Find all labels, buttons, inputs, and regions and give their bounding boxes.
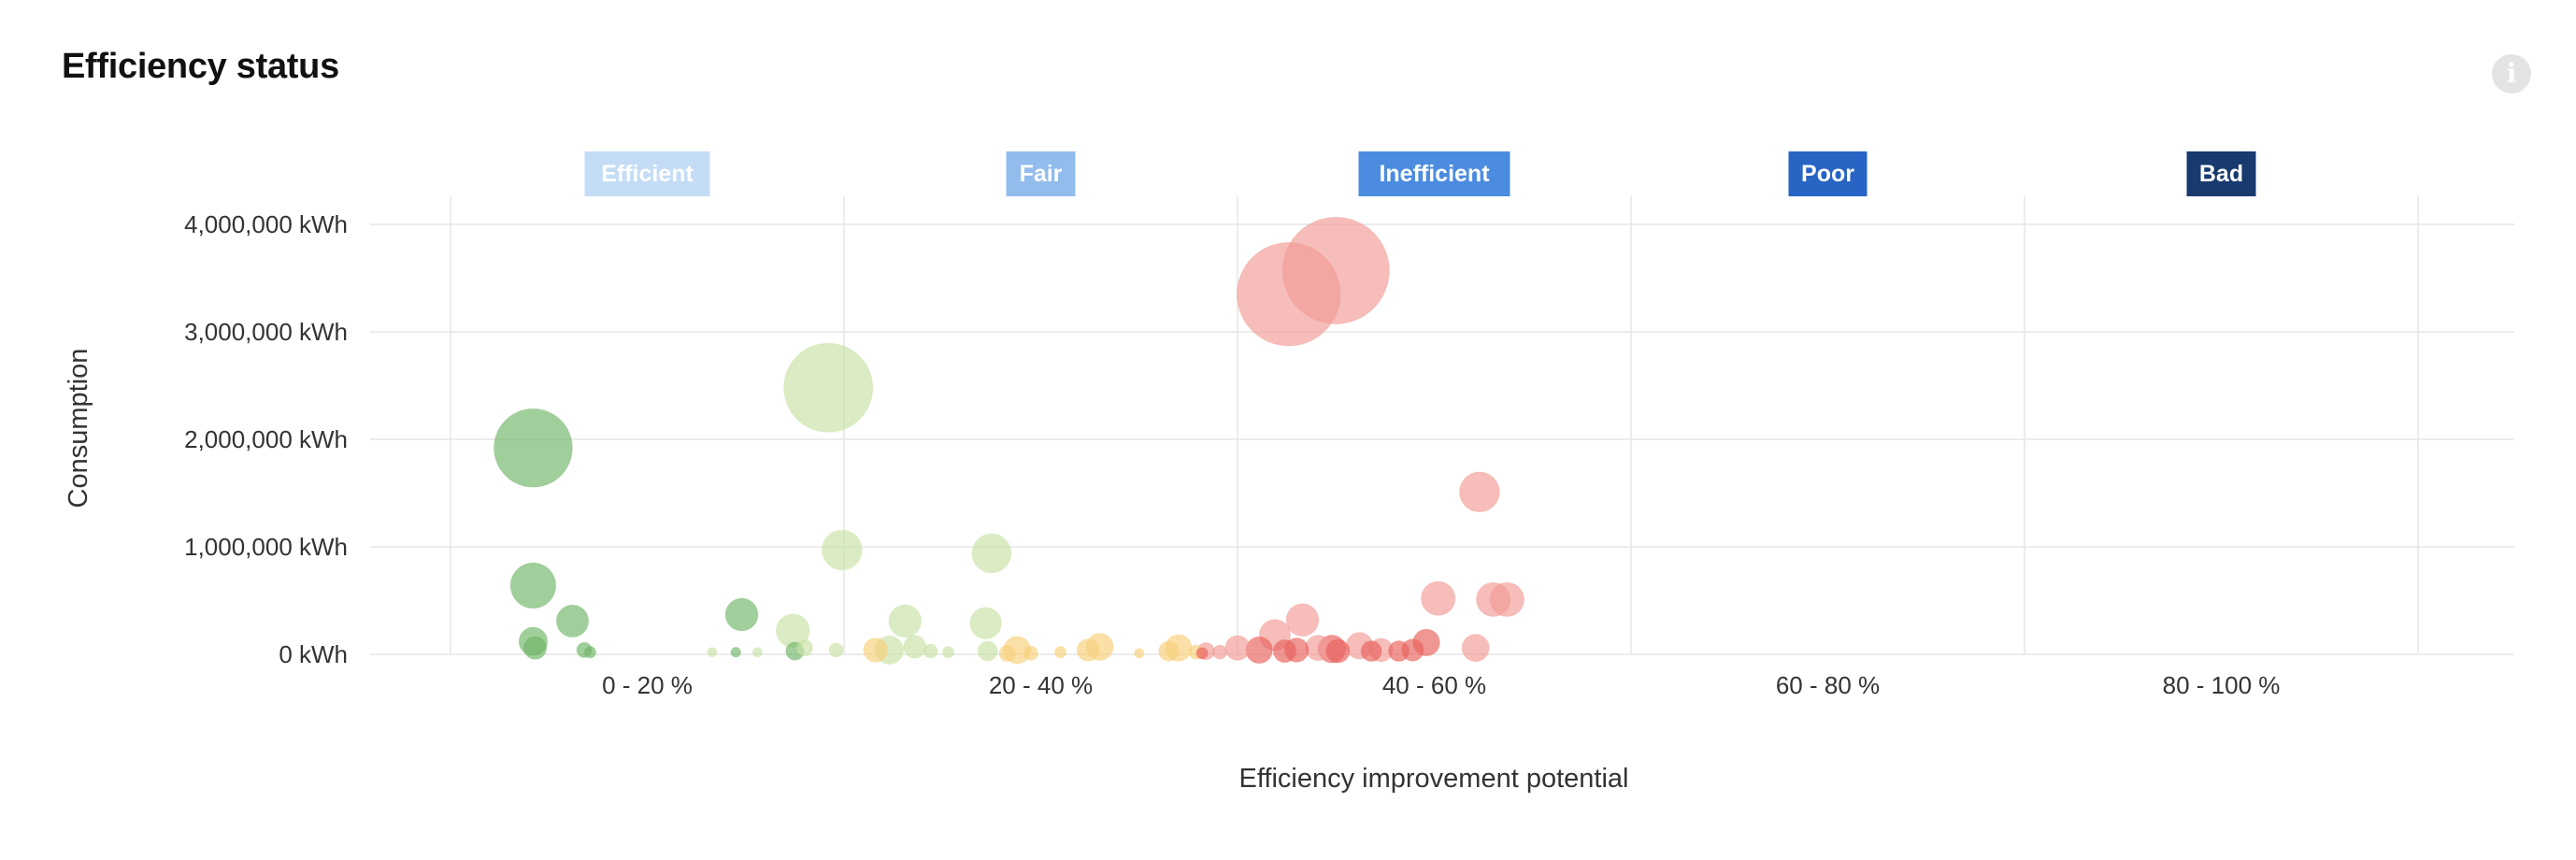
data-point [903, 635, 927, 659]
status-badge-bad: Bad [2186, 151, 2256, 196]
data-point [1212, 644, 1227, 660]
status-badge-label: Bad [2199, 161, 2243, 187]
data-point [522, 636, 548, 660]
x-tick-label: 60 - 80 % [1776, 671, 1880, 699]
status-badge-label: Inefficient [1379, 161, 1490, 187]
status-badge-bg [1358, 151, 1510, 196]
status-badge-bg [1788, 151, 1868, 196]
data-point [923, 643, 938, 659]
data-point [707, 647, 718, 658]
data-point [863, 638, 888, 663]
data-point [724, 597, 759, 632]
data-point [795, 639, 813, 657]
x-tick-label: 0 - 20 % [602, 671, 693, 699]
data-point [555, 604, 590, 638]
y-tick-labels: 0 kWh 1,000,000 kWh 2,000,000 kWh 3,000,000… [184, 210, 348, 668]
data-point [998, 644, 1016, 662]
status-badge-poor: Poor [1788, 151, 1868, 196]
y-tick-label: 4,000,000 kWh [184, 210, 348, 238]
status-badge-inefficient: Inefficient [1358, 151, 1510, 196]
data-point [822, 529, 863, 571]
data-point [730, 646, 741, 658]
x-tick-label: 80 - 100 % [2163, 671, 2281, 699]
x-tick-label: 20 - 40 % [989, 671, 1093, 699]
data-point [1459, 471, 1500, 513]
y-tick-label: 1,000,000 kWh [184, 533, 348, 561]
data-point [1489, 581, 1524, 617]
data-point [1360, 640, 1382, 662]
status-badge-label: Efficient [601, 161, 694, 187]
data-points [494, 216, 1524, 665]
status-badge-efficient: Efficient [584, 151, 710, 196]
data-point [1076, 638, 1100, 662]
y-tick-label: 3,000,000 kWh [184, 318, 348, 346]
y-tick-label: 0 kWh [279, 640, 348, 668]
data-point [1054, 646, 1067, 659]
y-tick-label: 2,000,000 kWh [184, 425, 348, 453]
info-icon[interactable]: i [2492, 54, 2531, 93]
data-point [1195, 647, 1209, 660]
status-badge-fair: Fair [1006, 151, 1076, 196]
data-point [509, 562, 557, 609]
status-badge-bg [1006, 151, 1076, 196]
status-badge-bg [584, 151, 710, 196]
x-tick-labels: 0 - 20 % 20 - 40 % 40 - 60 % 60 - 80 % 80 - … [602, 671, 2280, 699]
data-point [888, 604, 923, 638]
data-point [1237, 242, 1341, 347]
data-point [1285, 603, 1320, 638]
y-gridlines [370, 223, 2514, 655]
status-badge-label: Fair [1020, 161, 1063, 187]
data-point [1023, 645, 1038, 661]
data-point [1421, 580, 1456, 616]
chart-title: Efficiency status [62, 47, 339, 86]
data-point [1158, 640, 1180, 662]
status-badges: Efficient Fair Inefficient Poor Bad [584, 151, 2256, 196]
data-point [1461, 634, 1490, 663]
data-point [942, 646, 955, 659]
data-point [751, 647, 763, 658]
data-point [1224, 635, 1251, 661]
x-tick-label: 40 - 60 % [1382, 671, 1486, 699]
data-point [1134, 648, 1145, 659]
data-point [971, 533, 1012, 574]
data-point [494, 408, 573, 488]
data-point [583, 646, 596, 659]
data-point [783, 342, 874, 433]
data-point [969, 607, 1002, 639]
status-badge-label: Poor [1801, 161, 1854, 187]
status-badge-bg [2186, 151, 2256, 196]
data-point [977, 640, 998, 662]
data-point [828, 642, 844, 658]
data-point [1388, 640, 1410, 662]
x-axis-title: Efficiency improvement potential [1239, 764, 1629, 794]
data-point [1272, 638, 1297, 664]
y-axis-title: Consumption [64, 349, 93, 509]
data-point [1325, 638, 1351, 664]
